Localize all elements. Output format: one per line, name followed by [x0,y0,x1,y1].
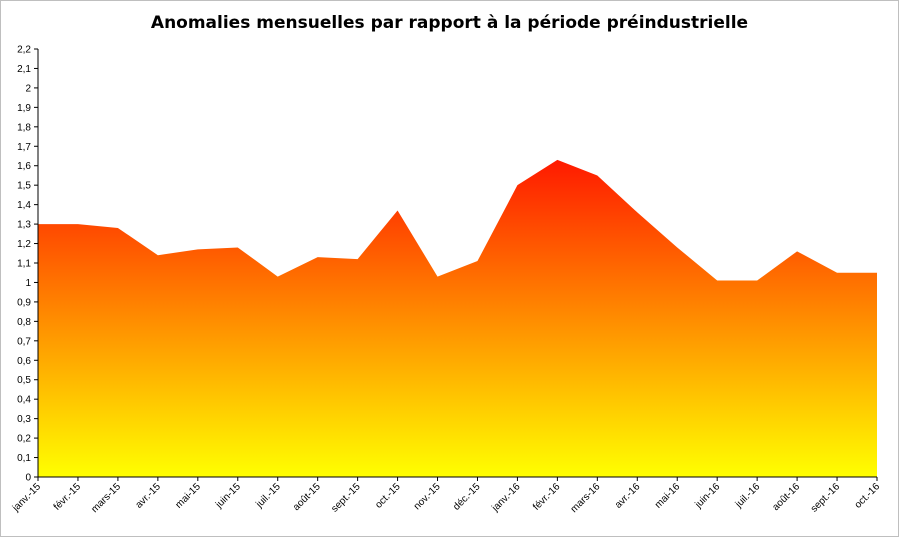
y-tick-label: 1,2 [17,239,31,250]
y-tick-label: 0,8 [17,317,31,328]
x-tick-label: avr.-15 [134,481,164,511]
x-tick-label: sept.-15 [329,481,363,515]
x-tick-label: juin-15 [213,481,243,511]
y-tick-label: 1 [25,278,31,289]
y-tick-label: 1,4 [17,200,31,211]
y-tick-label: 1,7 [17,142,31,153]
y-tick-label: 0,1 [17,453,31,464]
x-tick-label: août-15 [291,481,323,513]
x-tick-label: oct.-16 [853,481,883,511]
y-tick-label: 0,2 [17,434,31,445]
x-tick-label: janv.-16 [489,481,522,514]
x-tick-label: juin-16 [693,481,723,511]
x-tick-label: déc.-15 [451,481,483,513]
x-tick-label: janv.-15 [10,481,43,514]
x-tick-label: mai-15 [174,481,204,511]
y-tick-label: 1,9 [17,103,31,114]
y-tick-label: 0,5 [17,375,31,386]
y-tick-label: 0,7 [17,336,31,347]
x-tick-label: nov.-15 [412,481,443,512]
x-tick-label: mars-16 [569,481,603,515]
x-tick-label: oct.-15 [373,481,403,511]
x-tick-label: août-16 [770,481,802,513]
x-tick-label: févr.-15 [52,481,84,513]
x-tick-label: mai-16 [653,481,683,511]
y-tick-label: 2 [25,83,31,94]
y-tick-label: 1,1 [17,259,31,270]
y-tick-label: 1,8 [17,122,31,133]
y-tick-label: 0,9 [17,297,31,308]
y-tick-label: 0,6 [17,356,31,367]
x-tick-label: févr.-16 [531,481,563,513]
y-tick-label: 1,6 [17,161,31,172]
chart-title: Anomalies mensuelles par rapport à la pé… [150,13,749,33]
x-tick-label: juil.-15 [254,481,284,511]
y-tick-label: 2,1 [17,64,31,75]
y-tick-label: 0 [25,473,31,484]
x-tick-label: juil.-16 [733,481,763,511]
y-tick-label: 2,2 [17,45,31,56]
x-tick-label: mars-15 [89,481,123,515]
y-tick-label: 1,3 [17,220,31,231]
series-area [38,159,877,477]
y-tick-label: 0,4 [17,395,31,406]
y-tick-label: 0,3 [17,414,31,425]
x-tick-label: sept.-16 [809,481,843,515]
x-tick-label: avr.-16 [613,481,643,511]
y-tick-label: 1,5 [17,181,31,192]
